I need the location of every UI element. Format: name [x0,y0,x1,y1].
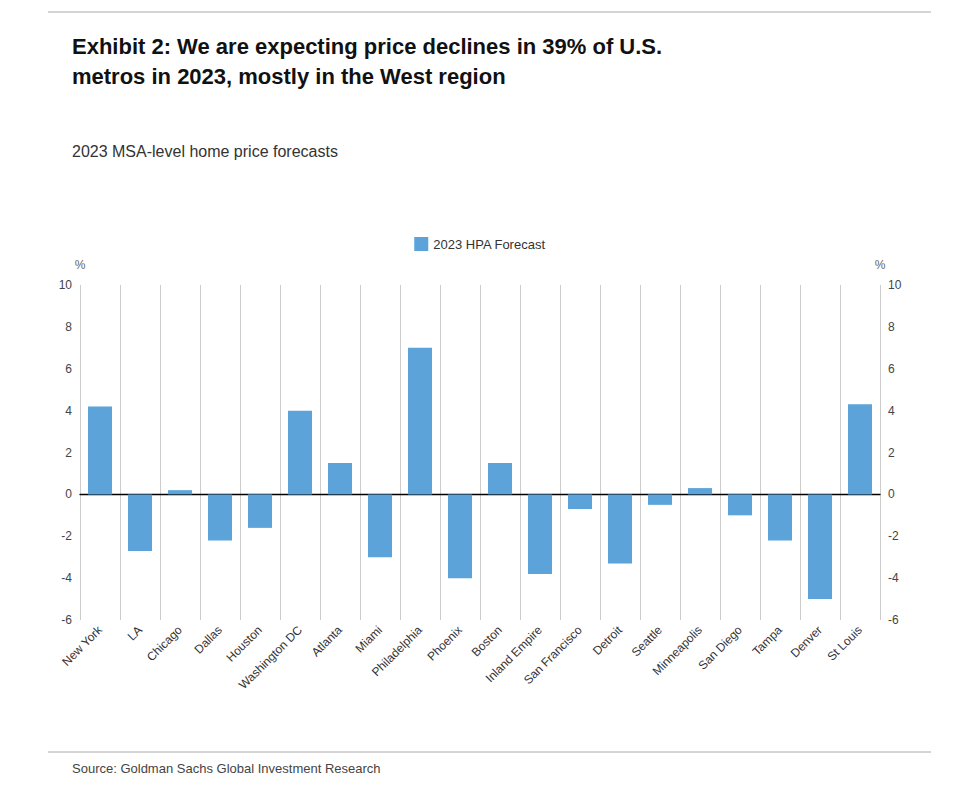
svg-text:Inland Empire: Inland Empire [482,623,545,686]
svg-text:Source: Goldman Sachs Global I: Source: Goldman Sachs Global Investment … [72,761,381,776]
svg-text:-2: -2 [888,529,899,543]
svg-text:Tampa: Tampa [750,623,786,659]
svg-text:10: 10 [59,278,73,292]
svg-text:Phoenix: Phoenix [424,623,465,664]
svg-text:St Louis: St Louis [824,623,865,664]
svg-text:0: 0 [65,487,72,501]
svg-text:Minneapolis: Minneapolis [650,623,705,678]
svg-text:8: 8 [888,320,895,334]
svg-text:4: 4 [888,404,895,418]
svg-text:Seattle: Seattle [629,623,666,660]
svg-text:0: 0 [888,487,895,501]
svg-text:Miami: Miami [352,623,385,656]
svg-text:Boston: Boston [469,623,505,659]
svg-text:4: 4 [65,404,72,418]
svg-text:Dallas: Dallas [191,623,224,656]
svg-text:-6: -6 [61,613,72,627]
svg-text:San Diego: San Diego [695,623,745,673]
svg-text:Denver: Denver [788,623,825,660]
svg-text:Exhibit 2: We are expecting pr: Exhibit 2: We are expecting price declin… [72,34,662,59]
svg-text:Chicago: Chicago [144,623,185,664]
svg-text:San Francisco: San Francisco [521,623,585,687]
svg-text:10: 10 [888,278,902,292]
svg-text:metros in 2023, mostly in the: metros in 2023, mostly in the West regio… [72,64,506,89]
svg-text:LA: LA [125,623,145,643]
svg-text:2023 MSA-level home price fore: 2023 MSA-level home price forecasts [72,143,338,160]
svg-text:2023 HPA Forecast: 2023 HPA Forecast [433,237,545,252]
svg-text:Philadelphia: Philadelphia [369,623,425,679]
svg-text:-6: -6 [888,613,899,627]
svg-text:%: % [75,258,86,272]
svg-text:8: 8 [65,320,72,334]
svg-text:%: % [875,258,886,272]
svg-text:2: 2 [65,446,72,460]
svg-text:-4: -4 [61,571,72,585]
svg-text:6: 6 [65,362,72,376]
svg-text:2: 2 [888,446,895,460]
svg-text:Atlanta: Atlanta [309,623,346,660]
svg-text:Houston: Houston [223,623,265,665]
svg-text:Washington DC: Washington DC [236,623,305,692]
svg-text:-4: -4 [888,571,899,585]
svg-text:Detroit: Detroit [590,623,625,658]
svg-text:New York: New York [59,622,105,668]
svg-text:6: 6 [888,362,895,376]
svg-text:-2: -2 [61,529,72,543]
